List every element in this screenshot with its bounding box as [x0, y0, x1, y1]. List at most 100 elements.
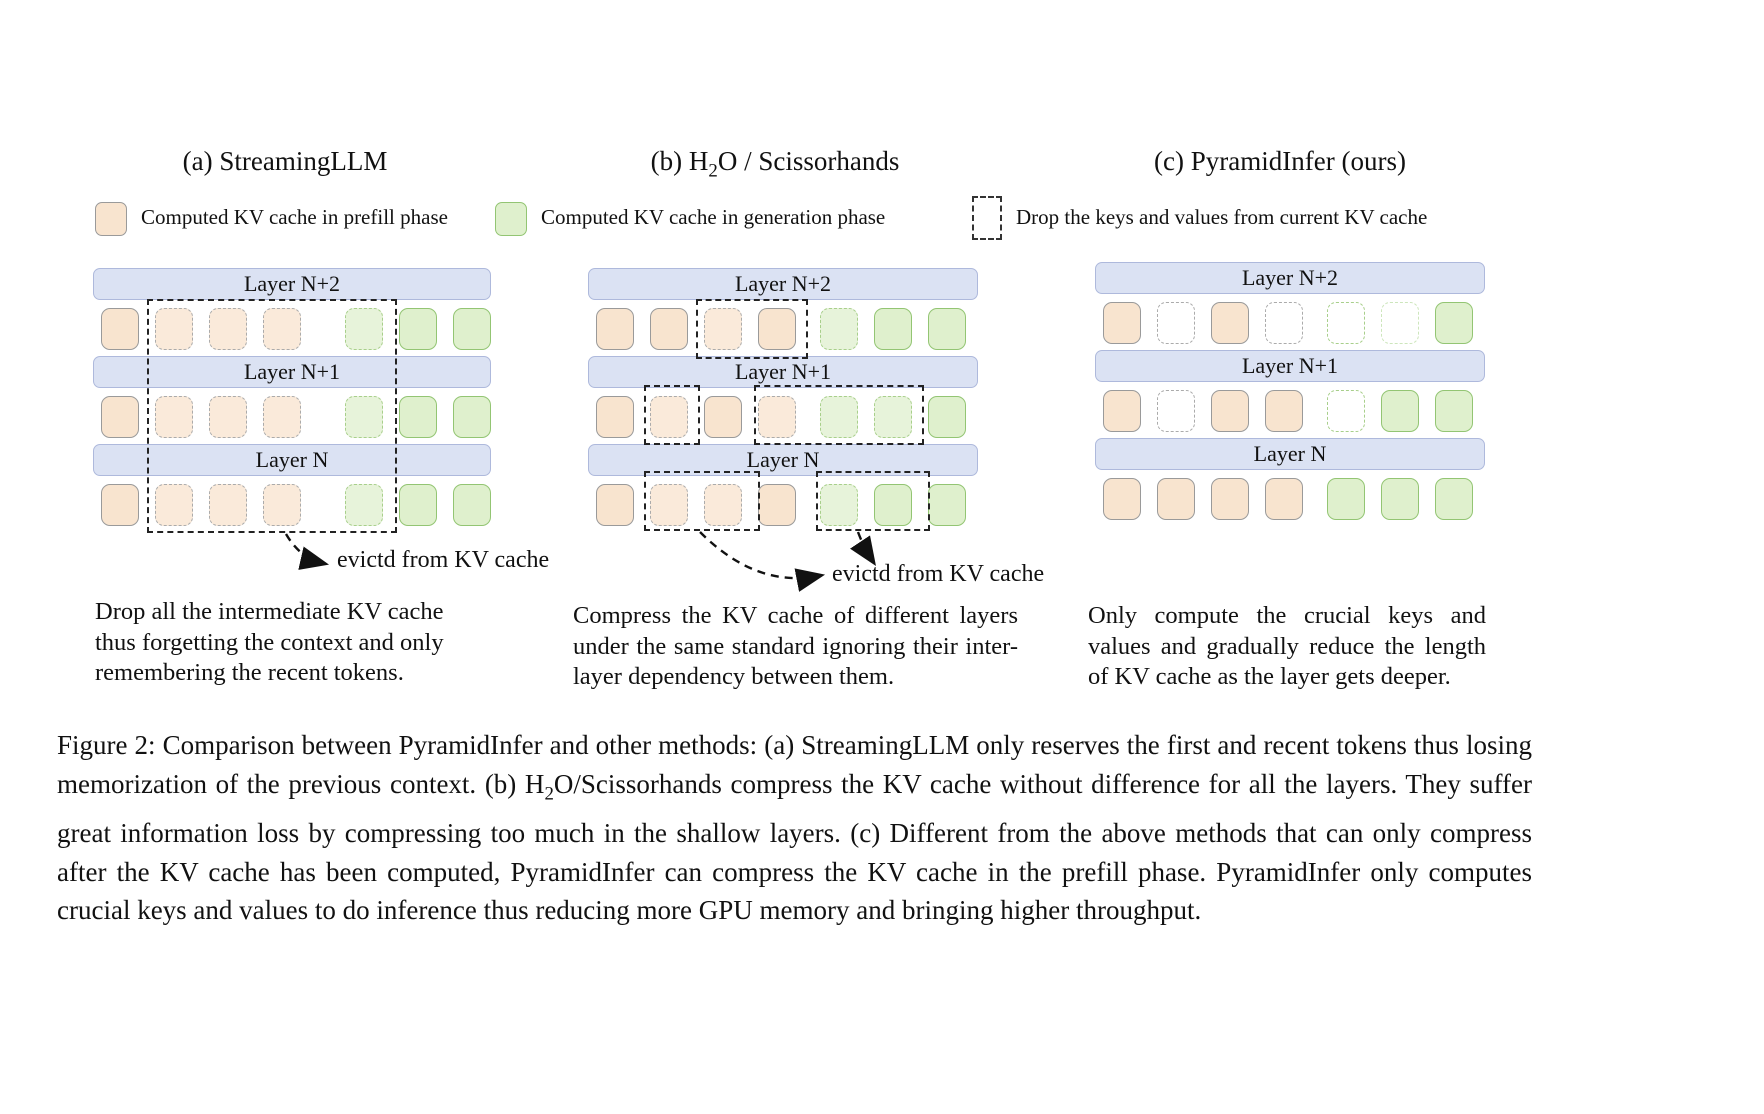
kv-cell-prefill: [596, 308, 634, 350]
kv-cell-prefill-dashed: [263, 396, 301, 438]
kv-cell-gen: [928, 484, 966, 526]
legend-prefill-label: Computed KV cache in prefill phase: [141, 205, 448, 229]
evict-arrow-b1-icon: [699, 531, 826, 592]
layer-bar: Layer N+1: [93, 356, 491, 388]
kv-cell-prefill: [1265, 390, 1303, 432]
kv-cell-gen: [399, 396, 437, 438]
prefill-swatch-icon: [95, 202, 127, 236]
panel-b-description: Compress the KV cache of different layer…: [573, 602, 1018, 690]
generation-swatch-icon: [495, 202, 527, 236]
kv-cell-empty-gray: [1265, 302, 1303, 344]
kv-cell-gen: [928, 396, 966, 438]
kv-cell-gen-dashed: [874, 396, 912, 438]
kv-cell-prefill-dashed: [263, 484, 301, 526]
kv-cell-prefill-dashed: [704, 484, 742, 526]
kv-cell-gen: [1435, 478, 1473, 520]
legend-drop-label: Drop the keys and values from current KV…: [1016, 205, 1428, 229]
legend-generation-label: Computed KV cache in generation phase: [541, 205, 886, 229]
kv-cache-row: [93, 308, 491, 350]
kv-cell-prefill: [1211, 302, 1249, 344]
kv-cell-gen: [1381, 390, 1419, 432]
legend-item-prefill: Computed KV cache in prefill phase: [95, 202, 448, 236]
evict-arrow-b2-icon: [850, 531, 876, 566]
kv-cell-empty-green-faint: [1381, 302, 1419, 344]
layer-bar: Layer N+1: [1095, 350, 1485, 382]
kv-cache-row: [1095, 390, 1485, 432]
kv-cell-gen: [874, 484, 912, 526]
kv-cell-empty-gray: [1157, 302, 1195, 344]
kv-cell-prefill-dashed: [650, 396, 688, 438]
kv-cell-prefill: [1157, 478, 1195, 520]
figure-caption: Figure 2: Comparison between PyramidInfe…: [57, 726, 1532, 930]
layer-bar: Layer N: [1095, 438, 1485, 470]
kv-cell-prefill-dashed: [209, 308, 247, 350]
panel-c-description: Only compute the crucial keys and values…: [1088, 602, 1486, 690]
layer-bar: Layer N: [93, 444, 491, 476]
panel-b-title: (b) H2O / Scissorhands: [651, 146, 900, 182]
kv-cell-prefill: [101, 484, 139, 526]
layer-bar: Layer N+2: [93, 268, 491, 300]
kv-cell-prefill-dashed: [155, 484, 193, 526]
evicted-region-outline: [644, 385, 700, 445]
drop-swatch-icon: [972, 196, 1002, 240]
evicted-region-outline: [816, 471, 930, 531]
panel-a-title: (a) StreamingLLM: [183, 146, 388, 177]
diagram-streamingllm: Layer N+2 Layer N+1 Layer N: [93, 268, 491, 533]
kv-cell-gen: [874, 308, 912, 350]
kv-cell-prefill: [1103, 302, 1141, 344]
evict-arrow-a-icon: [284, 533, 330, 570]
panel-b-title-pre: (b) H: [650, 146, 709, 176]
kv-cell-prefill-dashed: [263, 308, 301, 350]
kv-cell-prefill: [1211, 478, 1249, 520]
panel-c-title-text: (c) PyramidInfer (ours): [1154, 146, 1406, 176]
kv-cell-gen-dashed: [820, 396, 858, 438]
layer-bar: Layer N: [588, 444, 978, 476]
kv-cache-row: [588, 484, 978, 526]
evicted-region-outline: [754, 385, 924, 445]
diagram-pyramidinfer: Layer N+2 Layer N+1 Layer N: [1095, 262, 1485, 526]
caption-part-1: Figure 2: Comparison between PyramidInfe…: [57, 730, 1532, 799]
evicted-region-outline: [147, 299, 397, 533]
kv-cell-prefill-dashed: [155, 396, 193, 438]
kv-cell-prefill-dashed: [758, 396, 796, 438]
kv-cell-prefill: [101, 308, 139, 350]
kv-cell-gen-dashed: [820, 308, 858, 350]
kv-cache-row: [93, 396, 491, 438]
evict-label-a: evictd from KV cache: [337, 547, 550, 573]
kv-cell-empty-gray: [1157, 390, 1195, 432]
kv-cell-prefill: [758, 484, 796, 526]
kv-cache-row: [1095, 478, 1485, 520]
kv-cache-row: [93, 484, 491, 526]
panel-b-title-sub: 2: [708, 160, 718, 182]
panel-a-description: Drop all the intermediate KV cache thus …: [95, 598, 444, 686]
kv-cell-prefill: [758, 308, 796, 350]
kv-cell-prefill: [704, 396, 742, 438]
kv-cell-gen: [1381, 478, 1419, 520]
kv-cell-prefill-dashed: [155, 308, 193, 350]
kv-cell-gen: [453, 396, 491, 438]
kv-cache-row: [588, 308, 978, 350]
layer-bar: Layer N+1: [588, 356, 978, 388]
kv-cache-row: [1095, 302, 1485, 344]
kv-cell-prefill: [1103, 478, 1141, 520]
kv-cell-gen: [399, 308, 437, 350]
kv-cell-gen: [453, 308, 491, 350]
kv-cell-gen-dashed: [345, 308, 383, 350]
kv-cell-prefill: [1211, 390, 1249, 432]
kv-cell-gen: [453, 484, 491, 526]
legend-item-generation: Computed KV cache in generation phase: [495, 202, 885, 236]
kv-cell-prefill: [650, 308, 688, 350]
layer-bar: Layer N+2: [588, 268, 978, 300]
evicted-region-outline: [644, 471, 760, 531]
kv-cell-prefill: [596, 396, 634, 438]
evict-label-b: evictd from KV cache: [832, 561, 1045, 587]
layer-bar: Layer N+2: [1095, 262, 1485, 294]
diagram-h2o-scissorhands: Layer N+2 Layer N+1 Layer N: [588, 268, 978, 532]
panel-a-title-text: (a) StreamingLLM: [182, 146, 388, 176]
kv-cell-prefill: [596, 484, 634, 526]
caption-part-2: O/Scissorhands compress the KV cache wit…: [57, 768, 1532, 926]
caption-subscript: 2: [544, 783, 554, 805]
kv-cell-gen-dashed: [345, 484, 383, 526]
evicted-region-outline: [696, 299, 808, 359]
